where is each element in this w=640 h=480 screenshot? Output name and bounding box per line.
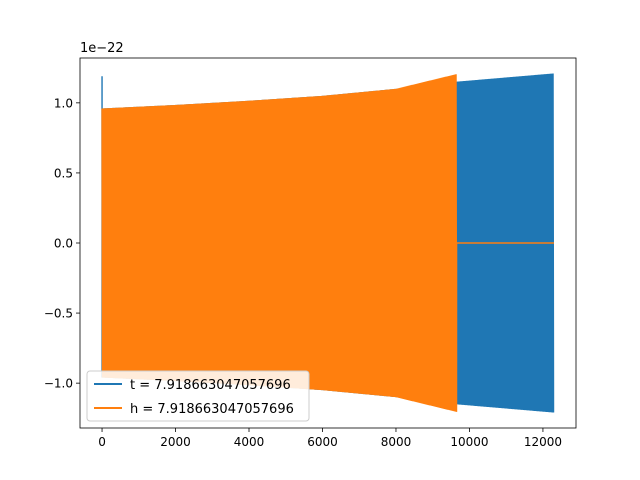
y-tick-label: −1.0 xyxy=(44,377,73,391)
x-tick-label: 12000 xyxy=(524,435,562,449)
x-axis: 0 2000 4000 6000 8000 10000 12000 xyxy=(98,428,562,449)
y-axis: −1.0 −0.5 0.0 0.5 1.0 xyxy=(44,96,80,391)
legend: t = 7.918663047057696 h = 7.918663047057… xyxy=(86,370,310,422)
legend-frame xyxy=(86,370,310,422)
y-tick-label: 1.0 xyxy=(54,96,73,110)
series-layer xyxy=(101,73,555,413)
series-line-h xyxy=(101,74,554,412)
y-tick-label: 0.5 xyxy=(54,166,73,180)
legend-label-series-h: h = 7.918663047057696 xyxy=(130,402,294,417)
x-tick-label: 10000 xyxy=(450,435,488,449)
x-tick-label: 6000 xyxy=(307,435,338,449)
y-tick-label: 0.0 xyxy=(54,237,73,251)
y-tick-label: −0.5 xyxy=(44,307,73,321)
legend-label-series-t: t = 7.918663047057696 xyxy=(130,378,291,393)
x-tick-label: 2000 xyxy=(160,435,191,449)
y-axis-scale-label: 1e−22 xyxy=(80,41,124,56)
x-tick-label: 0 xyxy=(98,435,106,449)
x-tick-label: 4000 xyxy=(234,435,265,449)
x-tick-label: 8000 xyxy=(381,435,412,449)
